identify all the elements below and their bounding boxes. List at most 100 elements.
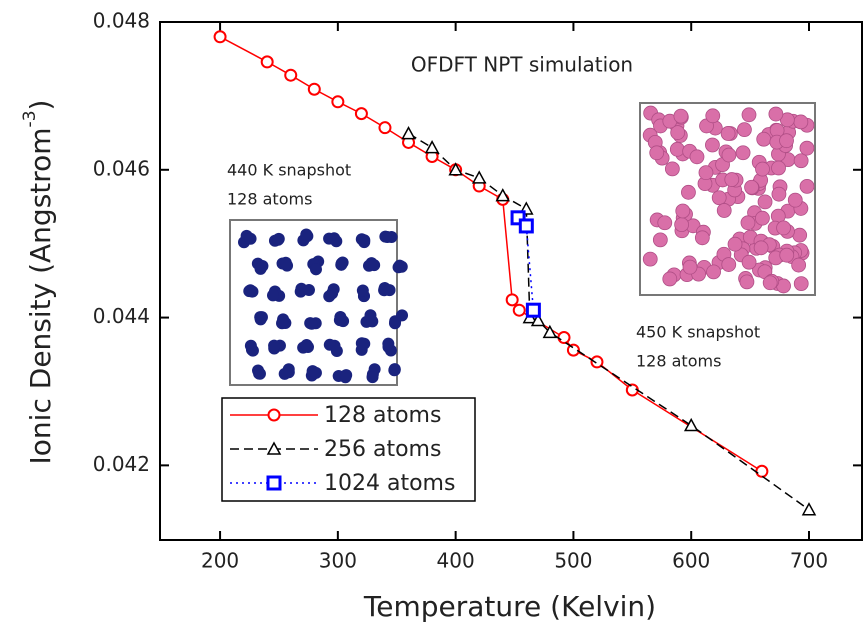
- atom: [272, 233, 285, 246]
- marker: [755, 464, 769, 478]
- y-tick-label: 0.046: [93, 156, 150, 180]
- atom: [744, 179, 759, 195]
- atom: [669, 141, 685, 157]
- atom: [268, 339, 281, 352]
- annotation: OFDFT NPT simulation: [411, 53, 633, 77]
- atom: [735, 145, 751, 161]
- atom: [379, 230, 392, 243]
- marker: [495, 188, 511, 202]
- atom: [309, 263, 322, 276]
- atom: [355, 337, 368, 350]
- atom: [756, 131, 772, 147]
- marker: [683, 417, 699, 432]
- marker: [260, 55, 274, 69]
- atom: [727, 236, 743, 252]
- atom: [741, 107, 757, 123]
- atom: [254, 262, 267, 275]
- atom: [705, 108, 721, 124]
- marker: [542, 324, 558, 339]
- y-label-close: ): [24, 100, 57, 111]
- atom: [333, 314, 346, 327]
- atom: [791, 257, 807, 273]
- marker: [307, 82, 321, 96]
- marker: [566, 343, 580, 357]
- atom: [755, 161, 770, 177]
- marker: [284, 68, 298, 82]
- annotation: 440 K snapshot: [227, 161, 351, 180]
- atom: [392, 261, 405, 274]
- atom: [698, 165, 714, 181]
- atom: [694, 230, 710, 246]
- x-tick-label: 400: [437, 549, 475, 573]
- atom: [323, 290, 336, 303]
- marker: [378, 121, 392, 135]
- atom: [739, 274, 755, 290]
- atom: [793, 276, 809, 292]
- atom: [302, 283, 315, 296]
- atom: [721, 147, 737, 163]
- atom: [681, 184, 696, 200]
- plot-frame: [159, 21, 863, 541]
- atom: [305, 317, 318, 330]
- marker: [424, 140, 440, 154]
- marker: [354, 107, 368, 121]
- marker: [518, 218, 534, 234]
- atom: [721, 257, 737, 272]
- atom: [755, 210, 770, 226]
- snapshot-liquid: [639, 102, 816, 296]
- atom: [340, 369, 353, 382]
- marker: [213, 30, 227, 44]
- marker: [448, 162, 463, 176]
- atom: [335, 258, 348, 271]
- atom: [300, 228, 313, 241]
- atom: [793, 153, 809, 169]
- marker: [525, 302, 541, 318]
- atom: [266, 289, 279, 302]
- marker: [512, 303, 526, 317]
- atom: [364, 309, 377, 322]
- x-tick-label: 600: [672, 549, 710, 573]
- atom: [244, 339, 257, 352]
- legend-label: 1024 atoms: [324, 471, 455, 496]
- atom: [799, 178, 815, 194]
- atom: [255, 311, 268, 324]
- marker: [471, 170, 487, 184]
- atom: [776, 220, 791, 236]
- atom: [771, 160, 786, 176]
- atom: [724, 172, 740, 187]
- marker: [530, 312, 546, 327]
- atom: [366, 371, 379, 384]
- marker: [331, 95, 345, 109]
- marker: [590, 355, 604, 369]
- atom: [300, 339, 313, 352]
- atom: [740, 215, 756, 231]
- legend-marker: [266, 475, 282, 491]
- atom: [682, 259, 698, 275]
- atom: [278, 367, 291, 380]
- atom: [356, 284, 369, 297]
- atom: [368, 259, 381, 272]
- atom: [720, 126, 736, 141]
- atom: [675, 203, 691, 219]
- atom: [673, 108, 689, 124]
- marker: [401, 126, 416, 140]
- atom: [799, 140, 815, 156]
- atom: [383, 284, 396, 297]
- y-tick-label: 0.042: [93, 452, 150, 476]
- legend-label: 256 atoms: [324, 437, 441, 462]
- atom: [737, 122, 752, 138]
- atom: [674, 217, 690, 233]
- atom: [388, 363, 401, 376]
- series-line: [517, 217, 535, 311]
- legend-marker: [266, 441, 282, 455]
- marker: [505, 293, 519, 307]
- annotation: 128 atoms: [227, 190, 312, 209]
- atom: [670, 125, 686, 140]
- y-label-sup: -3: [20, 110, 40, 127]
- atom: [779, 133, 794, 149]
- legend-label: 128 atoms: [324, 403, 441, 428]
- atom: [757, 194, 773, 210]
- atom: [642, 251, 658, 267]
- x-tick-label: 700: [790, 549, 828, 573]
